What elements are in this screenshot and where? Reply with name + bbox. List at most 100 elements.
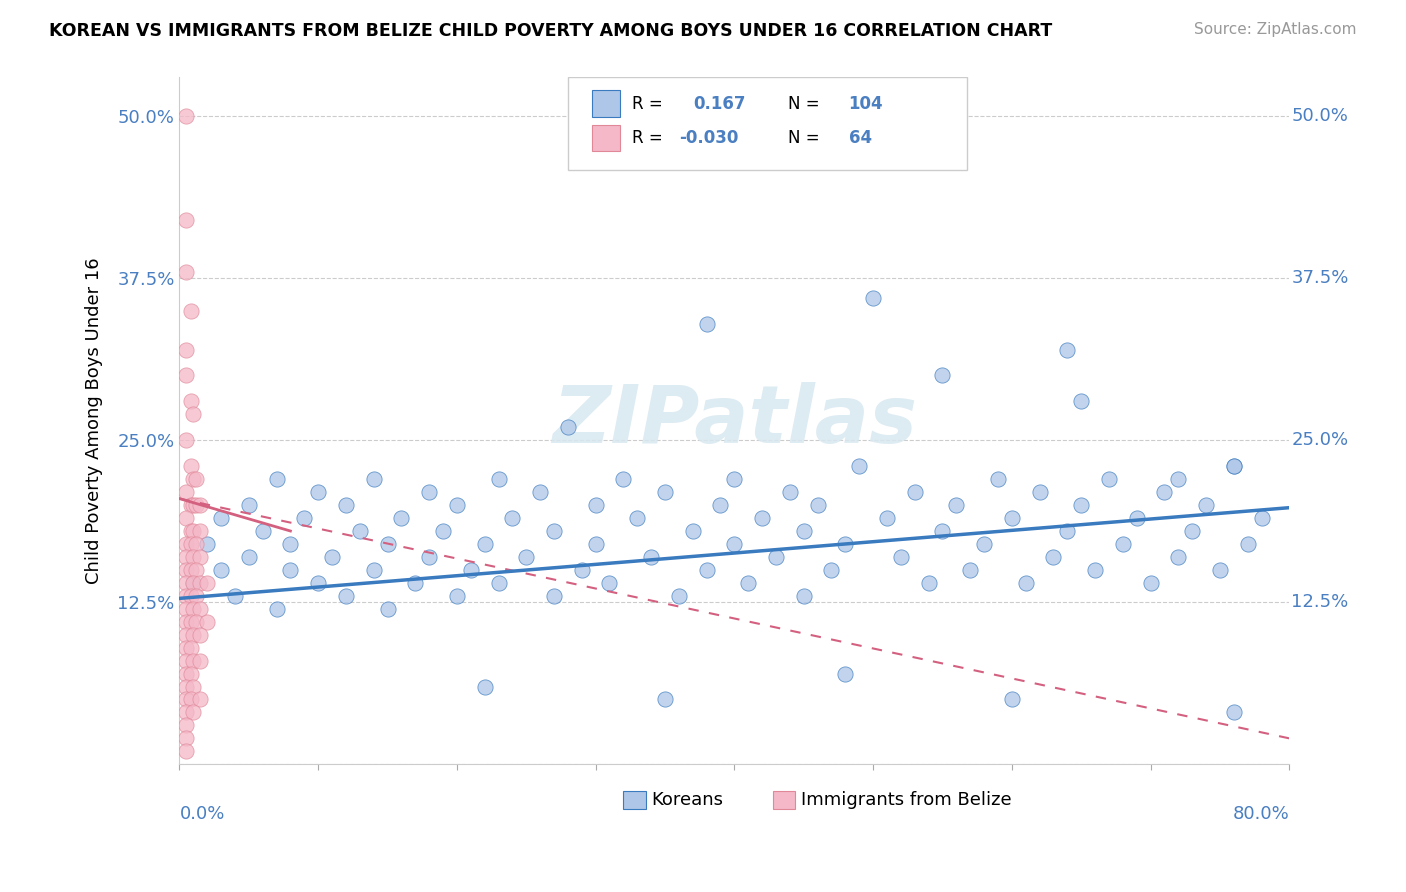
- Point: [176, 615, 198, 629]
- Text: KOREAN VS IMMIGRANTS FROM BELIZE CHILD POVERTY AMONG BOYS UNDER 16 CORRELATION C: KOREAN VS IMMIGRANTS FROM BELIZE CHILD P…: [49, 22, 1053, 40]
- Point: [1001, 511, 1024, 525]
- Point: [696, 563, 718, 577]
- Point: [474, 537, 496, 551]
- Point: [488, 472, 510, 486]
- Point: [176, 485, 198, 500]
- Point: [751, 511, 773, 525]
- Point: [181, 575, 204, 590]
- Text: Source: ZipAtlas.com: Source: ZipAtlas.com: [1194, 22, 1357, 37]
- Point: [181, 680, 204, 694]
- Point: [1056, 524, 1078, 538]
- Point: [224, 589, 246, 603]
- Point: [1001, 692, 1024, 706]
- Point: [862, 291, 884, 305]
- Text: R =: R =: [633, 128, 664, 147]
- Point: [529, 485, 551, 500]
- Point: [709, 498, 731, 512]
- Point: [1223, 459, 1246, 474]
- Point: [446, 498, 468, 512]
- Point: [1153, 485, 1175, 500]
- Point: [176, 744, 198, 758]
- Point: [959, 563, 981, 577]
- Point: [180, 615, 202, 629]
- Point: [307, 485, 329, 500]
- Point: [1223, 706, 1246, 720]
- Point: [557, 420, 579, 434]
- Point: [834, 666, 856, 681]
- Point: [404, 575, 426, 590]
- Point: [973, 537, 995, 551]
- Point: [195, 575, 218, 590]
- Point: [181, 575, 204, 590]
- Point: [1195, 498, 1218, 512]
- Point: [176, 628, 198, 642]
- Point: [626, 511, 648, 525]
- Y-axis label: Child Poverty Among Boys Under 16: Child Poverty Among Boys Under 16: [86, 258, 103, 584]
- Point: [917, 575, 939, 590]
- Point: [180, 692, 202, 706]
- Point: [668, 589, 690, 603]
- Point: [779, 485, 801, 500]
- Point: [793, 524, 815, 538]
- Point: [188, 498, 211, 512]
- Point: [848, 459, 870, 474]
- Point: [321, 549, 343, 564]
- Point: [335, 589, 357, 603]
- Point: [176, 718, 198, 732]
- Point: [180, 459, 202, 474]
- Point: [176, 731, 198, 746]
- Point: [176, 680, 198, 694]
- Point: [1028, 485, 1050, 500]
- Point: [176, 265, 198, 279]
- Point: [176, 666, 198, 681]
- Point: [723, 537, 745, 551]
- Point: [654, 485, 676, 500]
- Text: 104: 104: [849, 95, 883, 112]
- Point: [238, 498, 260, 512]
- Point: [209, 511, 232, 525]
- Point: [931, 368, 953, 383]
- Point: [543, 524, 565, 538]
- Point: [389, 511, 412, 525]
- Point: [180, 524, 202, 538]
- Point: [188, 575, 211, 590]
- Point: [945, 498, 967, 512]
- Point: [238, 549, 260, 564]
- Point: [737, 575, 759, 590]
- Point: [598, 575, 620, 590]
- Point: [931, 524, 953, 538]
- Point: [1209, 563, 1232, 577]
- Point: [266, 472, 288, 486]
- Point: [474, 680, 496, 694]
- Point: [176, 368, 198, 383]
- Text: 37.5%: 37.5%: [1292, 269, 1348, 287]
- Point: [180, 563, 202, 577]
- Point: [188, 692, 211, 706]
- Bar: [773, 791, 796, 809]
- Point: [1112, 537, 1135, 551]
- Point: [176, 511, 198, 525]
- Point: [682, 524, 704, 538]
- Point: [180, 537, 202, 551]
- Point: [181, 549, 204, 564]
- Text: 25.0%: 25.0%: [1292, 432, 1348, 450]
- Point: [188, 601, 211, 615]
- Point: [266, 601, 288, 615]
- Point: [176, 537, 198, 551]
- Point: [181, 524, 204, 538]
- Point: [176, 601, 198, 615]
- Point: [180, 394, 202, 409]
- Point: [460, 563, 482, 577]
- Point: [904, 485, 927, 500]
- Point: [184, 589, 207, 603]
- Point: [1250, 511, 1272, 525]
- Point: [184, 537, 207, 551]
- Point: [1236, 537, 1258, 551]
- Text: R =: R =: [633, 95, 664, 112]
- Text: 0.167: 0.167: [693, 95, 745, 112]
- Text: Immigrants from Belize: Immigrants from Belize: [801, 791, 1011, 809]
- Point: [184, 472, 207, 486]
- Point: [181, 628, 204, 642]
- Point: [585, 498, 607, 512]
- Point: [515, 549, 537, 564]
